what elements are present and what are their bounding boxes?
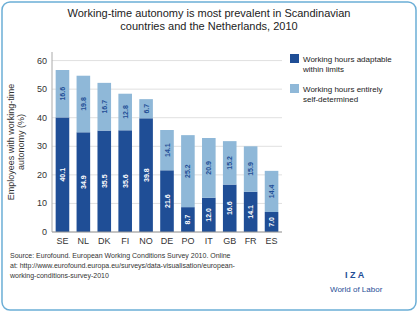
bar: [223, 141, 237, 184]
text-line: autonomy (%): [16, 114, 26, 170]
tick-label: 10: [37, 198, 47, 208]
tick-label: IT: [205, 236, 214, 246]
data-label: 14.4: [268, 185, 275, 199]
data-label: 15.9: [247, 162, 254, 176]
tick-label: NL: [78, 236, 90, 246]
annotation: World of Labor: [330, 285, 383, 294]
chart: Working-time autonomy is most prevalent …: [0, 0, 418, 312]
tick-label: DE: [161, 236, 174, 246]
data-label: 40.1: [59, 168, 66, 182]
tick-label: SE: [56, 236, 68, 246]
legend-swatch: [290, 84, 299, 93]
data-label: 8.7: [184, 215, 191, 225]
data-label: 21.6: [164, 194, 171, 208]
bar: [160, 170, 174, 232]
data-label: 39.8: [143, 168, 150, 182]
text-line: countries and the Netherlands, 2010: [120, 20, 297, 32]
data-label: 14.1: [164, 143, 171, 157]
data-label: 16.6: [226, 201, 233, 215]
data-label: 6.7: [143, 104, 150, 114]
bar: [244, 192, 258, 232]
tick-label: GB: [223, 236, 236, 246]
data-label: 12.8: [122, 105, 129, 119]
text-line: within limits: [302, 65, 344, 74]
axis-label: Employees with working-timeautonomy (%): [6, 84, 26, 201]
tick-label: 60: [37, 56, 47, 66]
legend-swatch: [290, 54, 299, 63]
tick-label: 40: [37, 113, 47, 123]
tick-label: 20: [37, 170, 47, 180]
bar: [223, 185, 237, 232]
data-label: 16.7: [101, 100, 108, 114]
tick-label: FI: [121, 236, 129, 246]
annotation: I Z A: [345, 270, 365, 280]
legend-label: Working hours adaptablewithin limits: [302, 55, 392, 74]
title: Working-time autonomy is most prevalent …: [68, 7, 351, 32]
bar: [265, 171, 279, 212]
text-line: self-determined: [303, 95, 358, 104]
bar: [202, 138, 216, 198]
data-label: 25.2: [184, 164, 191, 178]
data-label: 15.2: [226, 156, 233, 170]
tick-label: ES: [266, 236, 278, 246]
annotation: Source: Eurofound. European Working Cond…: [10, 252, 231, 260]
tick-label: 50: [37, 84, 47, 94]
text-line: Employees with working-time: [6, 84, 16, 201]
bar: [244, 146, 258, 191]
text-line: Working-time autonomy is most prevalent …: [68, 7, 351, 19]
x-axis: [52, 232, 282, 233]
data-labels: 40.1 34.9 35.5 35.6 39.8 21.6 8.7 12.0 16.6 14.1 7…: [59, 87, 275, 227]
legend-label: Working hours entirelyself-determined: [303, 85, 382, 104]
data-label: 19.8: [80, 97, 87, 111]
bar: [265, 212, 279, 232]
bar: [139, 118, 153, 232]
bar: [77, 76, 91, 133]
annotation: at: http://www.eurofound.europa.eu/surve…: [10, 262, 236, 270]
data-label: 34.9: [80, 175, 87, 189]
bar: [97, 131, 111, 232]
tick-label: PO: [181, 236, 194, 246]
bar: [118, 130, 132, 232]
bar: [160, 130, 174, 170]
y-axis: [52, 52, 53, 232]
annotation: working-conditions-survey-2010: [9, 272, 109, 280]
bar: [56, 117, 70, 232]
data-label: 12.0: [205, 208, 212, 222]
text-line: Working hours adaptable: [303, 55, 392, 64]
data-label: 14.1: [247, 205, 254, 219]
text-line: Working hours entirely: [303, 85, 382, 94]
data-label: 35.6: [122, 174, 129, 188]
bar: [97, 83, 111, 131]
bar: [181, 135, 195, 207]
tick-label: FR: [245, 236, 257, 246]
bar: [118, 94, 132, 131]
legend: Working hours adaptablewithin limitsWork…: [290, 54, 392, 104]
grid-line: [52, 232, 282, 233]
data-label: 35.5: [101, 174, 108, 188]
bar: [56, 70, 70, 117]
data-label: 20.9: [205, 161, 212, 175]
bar: [77, 132, 91, 232]
tick-label: NO: [139, 236, 153, 246]
tick-label: 0: [42, 227, 47, 237]
tick-label: 30: [37, 141, 47, 151]
tick-label: DK: [98, 236, 111, 246]
data-label: 16.6: [59, 87, 66, 101]
bar: [202, 198, 216, 232]
bar: [139, 99, 153, 118]
bar: [181, 207, 195, 232]
bars: [56, 70, 279, 232]
grid-line: [52, 60, 282, 61]
data-label: 7.0: [268, 217, 275, 227]
frame: [2, 2, 416, 310]
